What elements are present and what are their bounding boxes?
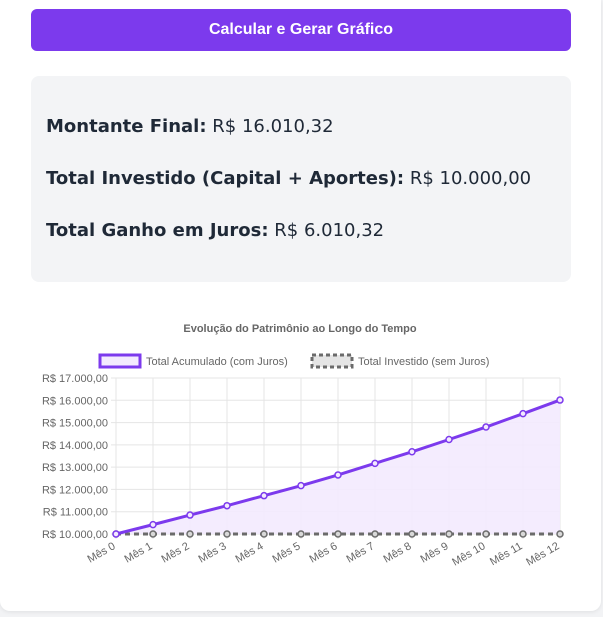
invested-point[interactable] bbox=[556, 530, 564, 538]
accumulated-point[interactable] bbox=[112, 530, 120, 538]
invested-point[interactable] bbox=[149, 530, 157, 538]
x-tick-label: Mês 2 bbox=[160, 540, 192, 565]
x-tick-label: Mês 5 bbox=[271, 540, 303, 565]
chart-title: Evolução do Patrimônio ao Longo do Tempo bbox=[183, 323, 417, 335]
legend-label-invested[interactable]: Total Investido (sem Juros) bbox=[358, 356, 489, 368]
x-tick-label: Mês 4 bbox=[234, 540, 266, 565]
total-invested-label: Total Investido (Capital + Aportes): bbox=[46, 168, 405, 189]
y-axis-labels: R$ 10.000,00 R$ 11.000,00 R$ 12.000,00 R$ 1… bbox=[42, 373, 108, 541]
accumulated-point[interactable] bbox=[297, 481, 305, 490]
results-panel: Montante Final: R$ 16.010,32 Total Inves… bbox=[31, 76, 571, 282]
total-invested-line: Total Investido (Capital + Aportes): R$ … bbox=[46, 168, 531, 189]
final-amount-line: Montante Final: R$ 16.010,32 bbox=[46, 116, 334, 137]
final-amount-value: R$ 16.010,32 bbox=[212, 116, 334, 137]
invested-point[interactable] bbox=[334, 530, 342, 538]
x-tick-label: Mês 3 bbox=[197, 540, 229, 565]
chart-series bbox=[112, 396, 564, 538]
accumulated-point[interactable] bbox=[556, 396, 564, 404]
legend-swatch-invested[interactable] bbox=[310, 353, 354, 369]
interest-earned-line: Total Ganho em Juros: R$ 6.010,32 bbox=[46, 220, 384, 241]
y-tick-label: R$ 16.000,00 bbox=[42, 395, 108, 407]
calculate-button[interactable]: Calcular e Gerar Gráfico bbox=[31, 9, 571, 51]
invested-point[interactable] bbox=[223, 530, 231, 538]
y-tick-label: R$ 15.000,00 bbox=[42, 418, 108, 430]
accumulated-area bbox=[116, 400, 560, 534]
invested-point[interactable] bbox=[297, 530, 305, 538]
x-tick-label: Mês 12 bbox=[524, 540, 561, 568]
chart-legend[interactable]: Total Acumulado (com Juros) Total Invest… bbox=[98, 353, 489, 369]
invested-point[interactable] bbox=[371, 530, 379, 538]
y-tick-label: R$ 13.000,00 bbox=[42, 462, 108, 474]
x-tick-label: Mês 7 bbox=[345, 540, 377, 565]
legend-label-accumulated[interactable]: Total Acumulado (com Juros) bbox=[146, 356, 288, 368]
invested-point[interactable] bbox=[519, 530, 527, 538]
invested-point[interactable] bbox=[408, 530, 416, 538]
invested-point[interactable] bbox=[482, 530, 490, 538]
accumulated-point[interactable] bbox=[149, 520, 157, 529]
x-tick-label: Mês 6 bbox=[308, 540, 340, 565]
accumulated-point[interactable] bbox=[260, 491, 268, 500]
invested-point[interactable] bbox=[186, 530, 194, 538]
y-tick-label: R$ 11.000,00 bbox=[43, 507, 108, 519]
x-tick-label: Mês 1 bbox=[123, 540, 155, 565]
invested-point[interactable] bbox=[260, 530, 268, 538]
accumulated-point[interactable] bbox=[482, 423, 490, 431]
y-tick-label: R$ 17.000,00 bbox=[42, 373, 108, 385]
x-tick-label: Mês 9 bbox=[419, 540, 451, 565]
accumulated-point[interactable] bbox=[445, 435, 453, 444]
final-amount-label: Montante Final: bbox=[46, 116, 207, 137]
x-tick-label: Mês 11 bbox=[488, 540, 525, 568]
x-tick-label: Mês 10 bbox=[450, 540, 487, 568]
y-tick-label: R$ 14.000,00 bbox=[42, 440, 108, 452]
interest-earned-label: Total Ganho em Juros: bbox=[46, 220, 269, 241]
y-tick-label: R$ 12.000,00 bbox=[42, 484, 108, 496]
legend-swatch-accumulated[interactable] bbox=[98, 353, 142, 369]
chart-container: Evolução do Patrimônio ao Longo do Tempo… bbox=[28, 315, 576, 585]
x-axis-labels: Mês 0 Mês 1 Mês 2 Mês 3 Mês 4 Mês 5 Mês 6 Mês 7… bbox=[86, 540, 562, 568]
x-tick-label: Mês 0 bbox=[86, 540, 118, 565]
accumulated-point[interactable] bbox=[371, 459, 379, 468]
accumulated-point[interactable] bbox=[519, 409, 527, 418]
accumulated-point[interactable] bbox=[223, 501, 231, 510]
x-tick-label: Mês 8 bbox=[382, 540, 414, 565]
total-invested-value: R$ 10.000,00 bbox=[409, 168, 532, 189]
accumulated-point[interactable] bbox=[186, 511, 194, 519]
accumulated-point[interactable] bbox=[334, 471, 342, 479]
invested-point[interactable] bbox=[445, 530, 453, 538]
patrimony-chart: Evolução do Patrimônio ao Longo do Tempo… bbox=[42, 323, 564, 569]
interest-earned-value: R$ 6.010,32 bbox=[274, 220, 385, 241]
y-tick-label: R$ 10.000,00 bbox=[42, 529, 108, 541]
accumulated-point[interactable] bbox=[408, 448, 416, 456]
